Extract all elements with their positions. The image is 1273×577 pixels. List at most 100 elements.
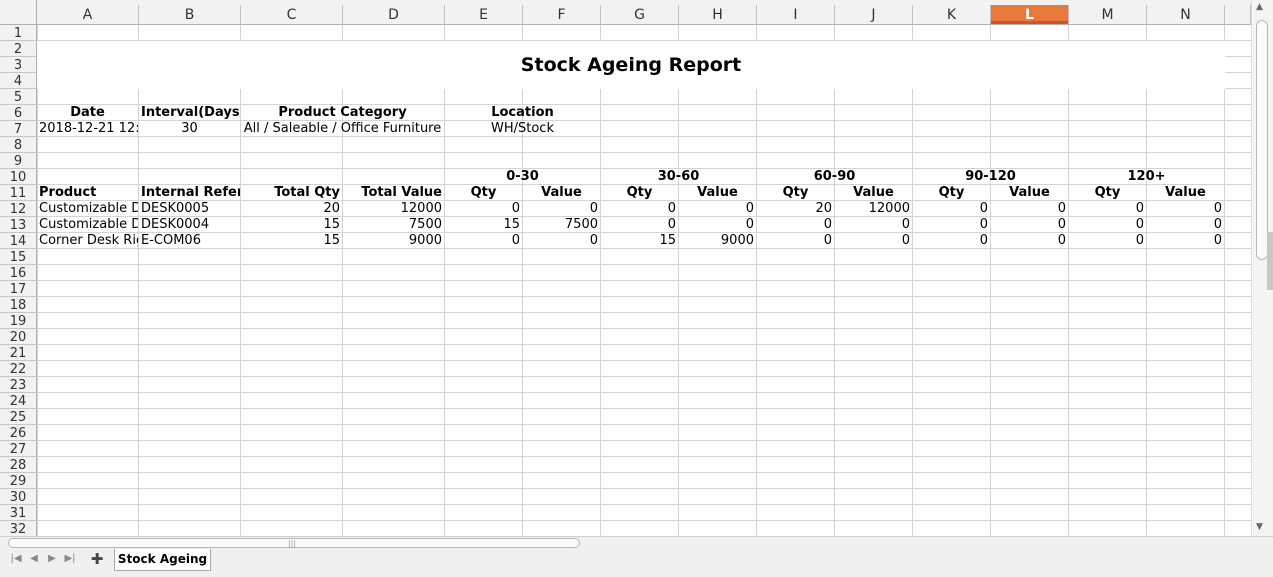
row-header-9[interactable]: 9 (0, 153, 37, 169)
table-cell[interactable]: 12000 (400, 201, 442, 216)
table-cell[interactable]: 0 (823, 217, 832, 232)
table-cell[interactable]: 0 (979, 201, 988, 216)
product-cell[interactable]: Corner Desk Right Sit (39, 233, 138, 248)
column-header-k[interactable]: K (913, 5, 991, 25)
table-header[interactable]: Qty (626, 185, 653, 200)
column-header-d[interactable]: D (343, 5, 445, 25)
table-header[interactable]: Value (541, 185, 582, 200)
table-cell[interactable]: 0 (511, 233, 520, 248)
row-header-3[interactable]: 3 (0, 57, 37, 73)
bucket-header[interactable]: 90-120 (965, 169, 1016, 184)
table-header[interactable]: Internal Reference (141, 185, 240, 200)
row-header-16[interactable]: 16 (0, 265, 37, 281)
row-header-27[interactable]: 27 (0, 441, 37, 457)
row-header-4[interactable]: 4 (0, 73, 37, 89)
product-cell[interactable]: Customizable Desk (39, 217, 138, 232)
row-header-13[interactable]: 13 (0, 217, 37, 233)
table-header[interactable]: Qty (1094, 185, 1121, 200)
row-header-18[interactable]: 18 (0, 297, 37, 313)
table-cell[interactable]: 15 (503, 217, 520, 232)
row-header-32[interactable]: 32 (0, 521, 37, 536)
category-label[interactable]: Product Category (278, 105, 407, 120)
row-header-5[interactable]: 5 (0, 89, 37, 105)
row-header-15[interactable]: 15 (0, 249, 37, 265)
category-value[interactable]: All / Saleable / Office Furniture (243, 121, 442, 136)
table-cell[interactable]: 0 (1057, 217, 1066, 232)
interval-value[interactable]: 30 (181, 121, 198, 136)
row-header-6[interactable]: 6 (0, 105, 37, 121)
table-header[interactable]: Value (1165, 185, 1206, 200)
scroll-up-icon[interactable]: ▲ (1256, 2, 1263, 12)
sheet-tab-stock-ageing[interactable]: Stock Ageing (114, 549, 211, 571)
table-cell[interactable]: 0 (823, 233, 832, 248)
table-cell[interactable]: 20 (815, 201, 832, 216)
bucket-header[interactable]: 0-30 (506, 169, 539, 184)
select-all-corner[interactable] (0, 0, 37, 25)
location-value[interactable]: WH/Stock (491, 121, 554, 136)
row-header-20[interactable]: 20 (0, 329, 37, 345)
row-header-2[interactable]: 2 (0, 41, 37, 57)
table-cell[interactable]: 0 (901, 217, 910, 232)
date-label[interactable]: Date (70, 105, 105, 120)
row-header-17[interactable]: 17 (0, 281, 37, 297)
row-header-22[interactable]: 22 (0, 361, 37, 377)
table-cell[interactable]: 9000 (720, 233, 754, 248)
scroll-down-icon[interactable]: ▼ (1256, 522, 1263, 532)
column-header-e[interactable]: E (445, 5, 523, 25)
column-header-b[interactable]: B (139, 5, 241, 25)
column-header-c[interactable]: C (241, 5, 343, 25)
report-title[interactable]: Stock Ageing Report (37, 41, 1225, 89)
scroll-split-handle[interactable] (1267, 232, 1273, 290)
row-header-28[interactable]: 28 (0, 457, 37, 473)
column-header-l[interactable]: L (991, 5, 1069, 25)
product-header[interactable]: Product (39, 185, 97, 200)
column-header-n[interactable]: N (1147, 5, 1225, 25)
row-header-10[interactable]: 10 (0, 169, 37, 185)
column-header-h[interactable]: H (679, 5, 757, 25)
first-sheet-icon[interactable]: |◀ (10, 553, 22, 564)
interval-label[interactable]: Interval(Days) (141, 105, 240, 120)
table-cell[interactable]: 0 (511, 201, 520, 216)
table-cell[interactable]: 15 (323, 233, 340, 248)
table-header[interactable]: Total Value (361, 185, 442, 200)
product-cell[interactable]: Customizable Desk (39, 201, 138, 216)
row-header-1[interactable]: 1 (0, 25, 37, 41)
table-cell[interactable]: 15 (323, 217, 340, 232)
table-cell[interactable]: 0 (745, 201, 754, 216)
horizontal-scrollbar[interactable]: ||| (0, 537, 1251, 549)
prev-sheet-icon[interactable]: ◀ (30, 553, 38, 564)
table-header[interactable]: Value (697, 185, 738, 200)
table-cell[interactable]: DESK0005 (141, 201, 210, 216)
table-cell[interactable]: 0 (901, 233, 910, 248)
row-header-25[interactable]: 25 (0, 409, 37, 425)
table-cell[interactable]: 0 (589, 201, 598, 216)
table-cell[interactable]: 9000 (408, 233, 442, 248)
location-label[interactable]: Location (491, 105, 554, 120)
table-cell[interactable]: 0 (1057, 201, 1066, 216)
row-header-30[interactable]: 30 (0, 489, 37, 505)
bucket-header[interactable]: 120+ (1127, 169, 1166, 184)
table-cell[interactable]: 0 (979, 233, 988, 248)
table-cell[interactable]: 15 (659, 233, 676, 248)
column-header-a[interactable]: A (37, 5, 139, 25)
vertical-scrollbar[interactable]: ▲ ▼ (1251, 0, 1273, 536)
horizontal-scroll-thumb[interactable] (8, 538, 580, 548)
last-sheet-icon[interactable]: ▶| (64, 553, 76, 564)
table-cell[interactable]: 0 (1213, 233, 1222, 248)
row-header-24[interactable]: 24 (0, 393, 37, 409)
table-header[interactable]: Value (1009, 185, 1050, 200)
row-header-26[interactable]: 26 (0, 425, 37, 441)
table-cell[interactable]: 0 (979, 217, 988, 232)
table-cell[interactable]: 0 (1057, 233, 1066, 248)
table-cell[interactable]: 0 (1213, 217, 1222, 232)
bucket-header[interactable]: 60-90 (813, 169, 856, 184)
table-header[interactable]: Value (853, 185, 894, 200)
table-cell[interactable]: 0 (1213, 201, 1222, 216)
add-sheet-icon[interactable]: ✚ (90, 550, 104, 568)
table-cell[interactable]: 0 (745, 217, 754, 232)
table-header[interactable]: Qty (938, 185, 965, 200)
table-header[interactable]: Qty (470, 185, 497, 200)
table-cell[interactable]: 7500 (564, 217, 598, 232)
column-header-g[interactable]: G (601, 5, 679, 25)
row-header-7[interactable]: 7 (0, 121, 37, 137)
